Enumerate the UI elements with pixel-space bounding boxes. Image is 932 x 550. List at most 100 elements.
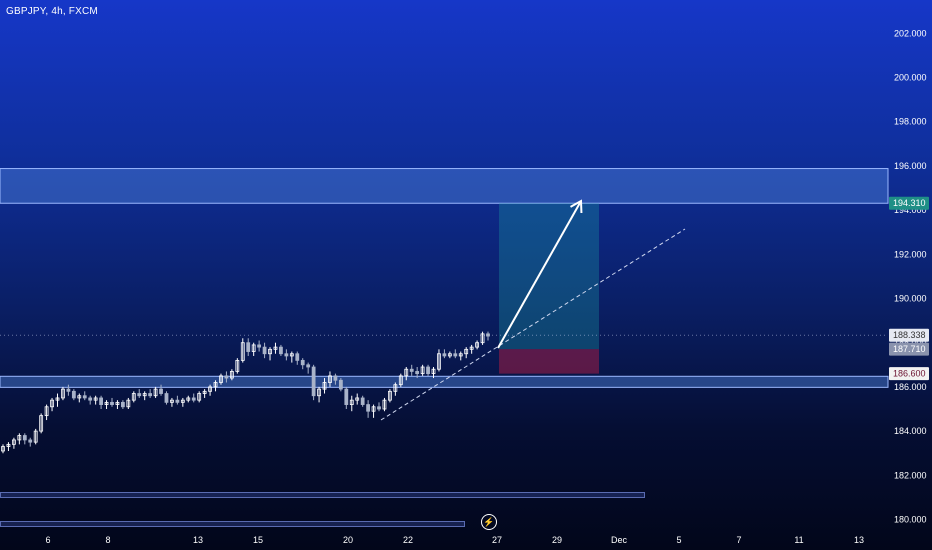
candle [191, 393, 196, 403]
price-tag-stop-bg [889, 367, 929, 381]
candle-body [131, 393, 136, 401]
candle-body [71, 390, 76, 399]
candle [104, 400, 109, 409]
candle [6, 442, 11, 451]
candle-body [191, 397, 196, 401]
candle [148, 389, 153, 398]
candle [213, 380, 218, 392]
target-arrow-line [497, 200, 582, 349]
target-arrow-head [570, 199, 583, 214]
candle [71, 389, 76, 401]
candle-body [104, 401, 109, 405]
candle-body [279, 346, 283, 355]
candle [131, 391, 136, 403]
candle [28, 437, 33, 447]
candle-body [197, 393, 202, 401]
candle-body [306, 364, 311, 368]
candle-body [437, 353, 441, 370]
candle-body [208, 386, 212, 392]
candle-body [22, 435, 27, 441]
candle [377, 402, 381, 412]
candle [251, 342, 256, 356]
x-tick-label: 29 [552, 535, 562, 545]
candle [426, 364, 430, 376]
candle [447, 351, 452, 359]
candle [388, 389, 392, 403]
candle-body [420, 366, 425, 375]
candle [55, 393, 60, 407]
candle [99, 395, 103, 409]
candle [366, 400, 371, 418]
y-tick-label: 190.000 [894, 294, 927, 304]
candle-body [355, 397, 360, 401]
candle [458, 351, 463, 361]
x-tick-label: 27 [492, 535, 502, 545]
trendline-dashed [380, 228, 686, 421]
candle [170, 397, 174, 407]
y-tick-label: 200.000 [894, 73, 927, 83]
support-zone [0, 375, 889, 388]
x-tick-label: 15 [253, 535, 263, 545]
candle [110, 397, 114, 407]
candle [453, 349, 458, 359]
candle [415, 367, 420, 379]
candle-body [295, 353, 300, 361]
candle [93, 395, 98, 405]
price-tag-target: 194.310 [893, 198, 926, 208]
candle [120, 400, 125, 409]
candle [431, 367, 436, 379]
candle-body [186, 397, 191, 401]
candle-body [229, 371, 234, 379]
candle-body [289, 353, 294, 357]
candle-body [480, 333, 485, 344]
candle-body [366, 404, 371, 412]
candle [224, 371, 229, 383]
candle-body [66, 388, 71, 392]
y-tick-label: 192.000 [894, 249, 927, 259]
timeline-scrollbar-lower[interactable] [0, 521, 465, 527]
candle [295, 351, 300, 365]
candle-body [153, 388, 158, 397]
candle [289, 351, 294, 363]
candle [66, 384, 71, 396]
candle-body [273, 346, 278, 350]
candle-body [170, 399, 174, 403]
price-tag-stop: 186.600 [893, 369, 926, 379]
symbol-title: GBPJPY, 4h, FXCM [6, 6, 98, 17]
candle [33, 428, 38, 445]
candle-body [404, 368, 409, 377]
candle-body [268, 348, 272, 355]
candle-body [110, 401, 114, 405]
candle [328, 371, 332, 387]
candle-body [120, 401, 125, 408]
position-stop-box [499, 349, 599, 374]
candle-body [142, 393, 147, 397]
candle [115, 400, 120, 409]
candle [219, 373, 223, 385]
go-to-realtime-icon[interactable]: ⚡ [481, 514, 497, 530]
candle-body [28, 439, 33, 443]
candle [17, 433, 22, 445]
x-tick-label: 5 [676, 535, 681, 545]
candle [480, 331, 485, 345]
x-tick-label: 8 [105, 535, 110, 545]
candle [273, 342, 278, 354]
candle-body [398, 375, 403, 386]
candle-body [464, 348, 469, 355]
x-tick-label: 20 [343, 535, 353, 545]
timeline-scrollbar-upper[interactable] [0, 492, 645, 498]
candle-body [50, 399, 54, 408]
candle [1, 444, 5, 454]
x-tick-label: Dec [611, 535, 628, 545]
candle-body [11, 439, 16, 445]
candle [82, 391, 87, 401]
price-tag-entry: 187.710 [893, 344, 926, 354]
candle-body [251, 344, 256, 352]
candle [50, 397, 54, 412]
candle-body [235, 359, 240, 372]
candle-body [486, 333, 490, 337]
candle-body [33, 430, 38, 443]
candle-body [333, 375, 338, 381]
